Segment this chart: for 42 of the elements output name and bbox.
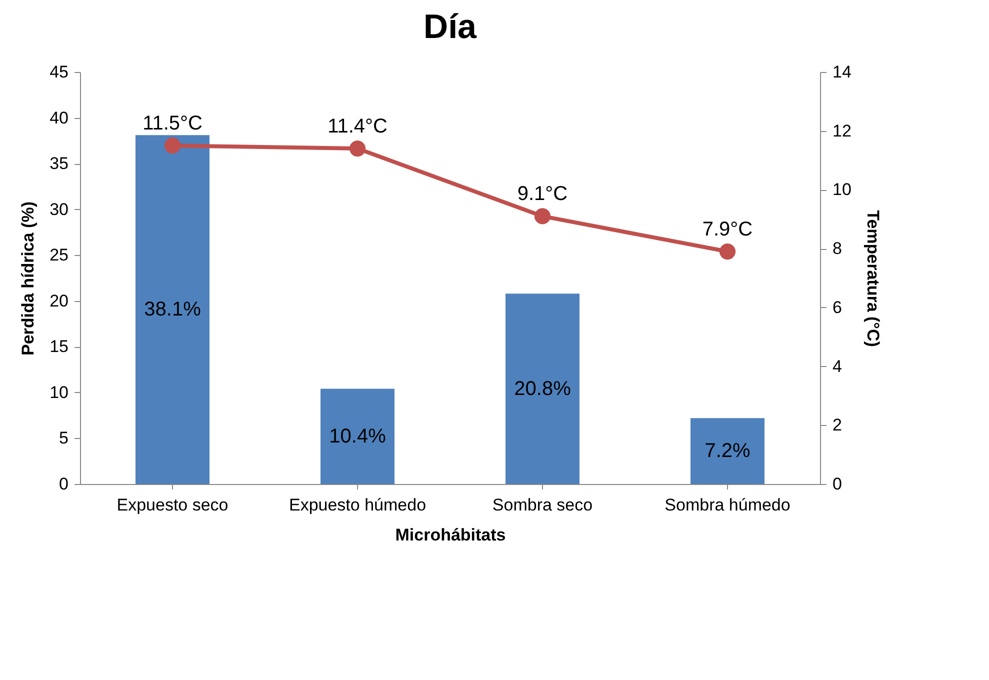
data-label: 7.9°C [702,218,753,241]
y2-tick-label: 8 [832,239,842,258]
y-tick-label: 15 [50,337,68,356]
y2-tick-label: 14 [832,62,852,82]
data-label: 38.1% [144,298,202,321]
y-tick-label: 30 [50,200,68,219]
data-label: 10.4% [329,425,386,448]
y-tick-label: 20 [50,291,68,310]
y2-tick-label: 10 [832,180,852,200]
bar [136,135,210,484]
x-tick-label: Sombra seco [492,496,593,514]
data-label: 7.2% [704,440,751,462]
point [534,208,551,224]
bar [506,294,580,484]
y-axis-title: Perdida hídrica (%) [18,202,38,356]
y2-tick-label: 12 [832,121,852,140]
y2-tick-label: 6 [832,298,842,317]
point [719,243,736,260]
data-label: 11.5°C [142,112,202,135]
point [164,138,181,154]
point [349,140,366,157]
data-label: 9.1°C [517,183,568,206]
y-tick-label: 10 [50,382,68,402]
y-tick-label: 35 [50,154,68,174]
x-tick-label: Expuesto húmedo [288,496,426,514]
y2-tick-label: 0 [832,474,842,494]
x-tick-label: Expuesto seco [116,496,228,514]
y2-axis-title: Temperatura (°C) [863,210,882,347]
x-tick-label: Sombra húmedo [664,496,790,514]
data-label: 11.4°C [328,116,388,138]
y-tick-label: 45 [50,62,68,82]
chart-title: Día [424,8,478,46]
y-tick-label: 40 [50,108,68,128]
y-tick-label: 5 [59,428,68,448]
x-axis-title: Microhábitats [395,526,506,544]
y2-tick-label: 4 [832,356,842,376]
y-tick-label: 0 [59,474,68,494]
bar [690,418,764,484]
bar [320,388,394,484]
y2-tick-label: 2 [832,416,842,435]
data-label: 20.8% [514,378,572,400]
y-tick-label: 25 [50,246,68,265]
